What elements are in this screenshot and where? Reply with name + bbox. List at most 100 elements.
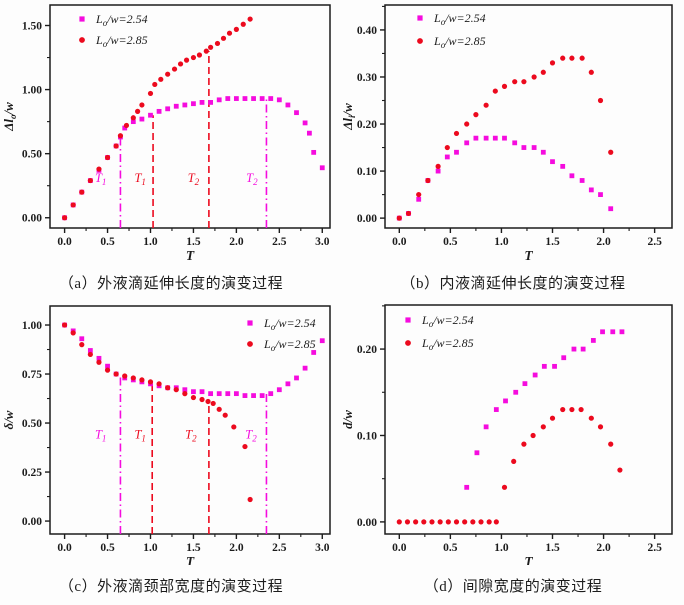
data-point [521, 145, 527, 150]
y-axis-title: Δli/w [342, 103, 357, 131]
data-point [502, 135, 507, 141]
y-tick-label: 0.00 [22, 516, 42, 528]
plot-box [384, 304, 673, 535]
data-point [113, 371, 119, 377]
data-point [247, 16, 253, 22]
vline-label: T2​ [188, 171, 200, 187]
data-point [617, 467, 623, 473]
data-point [580, 346, 586, 352]
data-point [444, 154, 450, 160]
data-point [242, 393, 248, 398]
data-point [214, 40, 221, 47]
data-point [205, 398, 211, 405]
y-tick-label: 0.10 [357, 166, 377, 178]
data-point [87, 348, 93, 353]
y-tick-label: 0.20 [357, 119, 377, 131]
x-tick-label: 3.0 [315, 236, 330, 248]
legend-label: Lo/w=2.54 [263, 316, 316, 332]
data-point [216, 97, 222, 103]
axes-b: 0.0 0.5 1.0 1.5 2.0 2.5 0.00 0.10 0.20 0.30 0.40 T Δ… [342, 4, 673, 263]
data-point [453, 130, 460, 137]
x-axis-title: T [186, 554, 195, 565]
x-tick-label: 1.5 [186, 542, 201, 554]
axes-c: 0.0 0.5 1.0 1.5 2.0 2.5 3.0 0.00 0.25 0.50 0.75 1.0… [1, 305, 331, 565]
data-point [306, 130, 312, 136]
data-point [70, 202, 76, 208]
data-point [503, 398, 508, 404]
data-point [203, 48, 209, 54]
data-point [396, 215, 402, 221]
series-285-points [62, 16, 253, 221]
data-point [492, 88, 498, 94]
y-tick-label: 0.75 [22, 369, 42, 381]
data-point [561, 355, 567, 361]
data-point [199, 396, 205, 403]
data-point [513, 389, 519, 395]
vline-label: T2​ [185, 428, 197, 444]
data-point [96, 166, 102, 172]
x-tick-label: 0.0 [57, 236, 72, 248]
data-point [104, 154, 111, 161]
data-point [549, 60, 556, 66]
data-point [590, 338, 596, 343]
data-point [117, 133, 124, 139]
y-tick-label: 0.40 [357, 25, 377, 37]
y-tick-label: 0.00 [357, 213, 377, 225]
data-point [540, 149, 546, 155]
x-tick-label: 0.0 [57, 542, 72, 554]
data-point [199, 100, 205, 105]
data-point [139, 116, 145, 122]
data-point [216, 406, 222, 412]
data-point [216, 391, 222, 397]
plot-box [49, 305, 331, 535]
data-point [578, 406, 584, 413]
x-tick-label: 0.5 [443, 236, 458, 248]
data-point [521, 441, 527, 447]
data-point [190, 394, 197, 401]
y-tick-label: 1.50 [22, 21, 42, 33]
data-point [302, 365, 308, 371]
data-point [532, 372, 538, 378]
chart-b-canvas: 0.0 0.5 1.0 1.5 2.0 2.5 0.00 0.10 0.20 0.30 0.40 T Δ… [342, 4, 673, 263]
vline-label: T1​ [95, 428, 106, 444]
data-point [173, 387, 179, 393]
data-point [541, 363, 547, 369]
data-point [396, 519, 402, 525]
data-point [294, 110, 299, 116]
data-point [493, 519, 499, 525]
data-point [464, 121, 470, 127]
data-point [521, 79, 527, 85]
x-tick-label: 1.5 [545, 542, 560, 554]
figure-panel-b: 0.0 0.5 1.0 1.5 2.0 2.5 0.00 0.10 0.20 0.30 0.40 T Δ… [342, 0, 684, 300]
data-point [486, 519, 492, 525]
data-point [268, 96, 274, 101]
data-point [210, 400, 216, 407]
data-point [156, 381, 162, 387]
series-285-points [396, 406, 623, 525]
data-point [435, 168, 441, 174]
data-point [208, 100, 214, 105]
data-point [571, 346, 577, 352]
data-point [147, 90, 154, 97]
x-tick-label: 1.5 [186, 236, 201, 248]
data-point [285, 381, 291, 387]
data-point [588, 69, 594, 75]
vline-label: T2​ [245, 428, 257, 444]
data-point [130, 119, 136, 125]
plot-box [384, 4, 673, 229]
x-tick-label: 2.0 [229, 542, 244, 554]
data-point [96, 355, 102, 361]
data-point [473, 135, 479, 141]
legend-a: Lo/w=2.54 Lo/w=2.85 [79, 12, 148, 49]
data-point [130, 115, 136, 121]
data-point [135, 108, 141, 114]
data-point [208, 391, 214, 397]
x-tick-label: 2.5 [272, 542, 287, 554]
figure-panel-c: 0.0 0.5 1.0 1.5 2.0 2.5 3.0 0.00 0.25 0.50 0.75 1.0… [0, 300, 342, 605]
y-tick-label: 0.10 [357, 430, 377, 442]
data-point [474, 450, 480, 456]
caption-a: （a）外液滴延伸长度的演变过程 [58, 276, 284, 292]
y-tick-label: 0.50 [22, 418, 42, 430]
caption-d: （d）间隙宽度的演变过程 [423, 578, 603, 595]
